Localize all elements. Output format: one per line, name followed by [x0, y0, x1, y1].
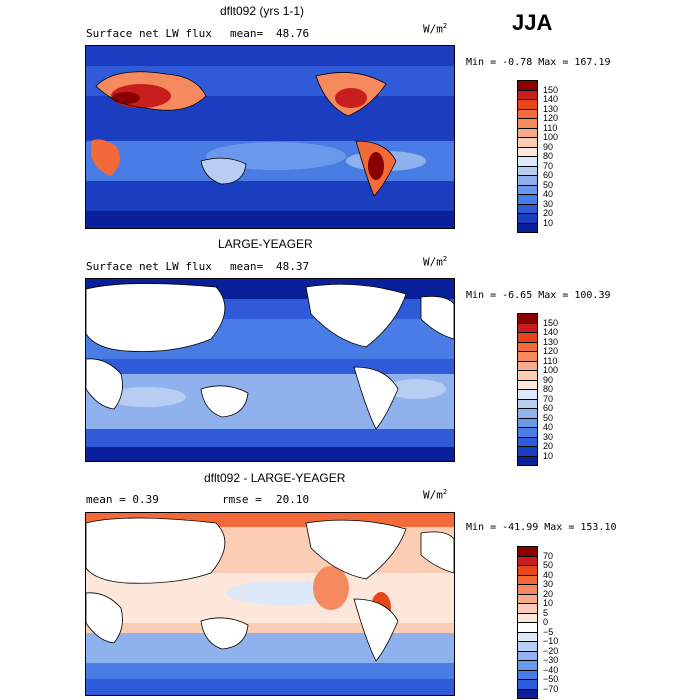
colorbar-level-label: 70 [543, 160, 554, 171]
colorbar-level-label: 40 [543, 422, 554, 432]
colorbar-level-label: −50 [543, 674, 559, 684]
colorbar-swatch [517, 222, 538, 233]
panel-2-map [85, 278, 455, 462]
panel-2-stat-label: mean= [230, 260, 264, 273]
panel-2-stat-value: 48.37 [276, 260, 310, 273]
colorbar-level-label: 60 [543, 403, 554, 413]
panel-1-title: dflt092 (yrs 1-1) [220, 4, 305, 18]
colorbar-level-label: 110 [543, 122, 558, 133]
colorbar-level-label: 20 [543, 441, 554, 451]
panel-3-units: W/m2 [423, 488, 448, 502]
colorbar-level-label: 30 [543, 431, 554, 442]
panel-3-map [85, 512, 455, 696]
colorbar-level-label: 140 [543, 327, 559, 337]
panel-1-units: W/m2 [423, 22, 448, 36]
panel-1-stat-value: 48.76 [276, 27, 310, 40]
colorbar-level-label: 40 [543, 189, 554, 199]
colorbar-level-label: 20 [543, 588, 554, 599]
colorbar-level-label: 60 [543, 170, 554, 180]
colorbar-level-label: 50 [543, 560, 554, 570]
colorbar-level-label: 150 [543, 84, 559, 95]
colorbar-swatch [517, 688, 538, 699]
colorbar-level-label: 70 [543, 550, 554, 561]
colorbar-level-label: 100 [543, 132, 559, 142]
panel-3-minmax: Min = -41.99 Max = 153.10 [466, 522, 617, 533]
colorbar-level-label: 150 [543, 317, 559, 328]
panel-2-title: LARGE-YEAGER [218, 237, 313, 251]
colorbar-level-label: 80 [543, 384, 554, 394]
season-label: JJA [512, 10, 553, 35]
colorbar-level-label: −5 [543, 626, 554, 637]
panel-1-map [85, 45, 455, 229]
panel-1-stat-label: mean= [230, 27, 264, 40]
colorbar-level-label: 100 [543, 365, 559, 375]
colorbar-level-label: 120 [543, 346, 559, 356]
colorbar-swatch [517, 455, 538, 466]
colorbar-level-label: 90 [543, 374, 554, 385]
colorbar-level-label: 110 [543, 355, 558, 366]
colorbar-level-label: 30 [543, 579, 554, 589]
colorbar-level-label: −20 [543, 645, 559, 656]
colorbar-level-label: 40 [543, 569, 554, 580]
colorbar-level-label: 50 [543, 412, 554, 423]
colorbar-level-label: 5 [543, 607, 549, 618]
colorbar-level-label: 90 [543, 141, 554, 152]
colorbar-level-label: −30 [543, 655, 559, 665]
colorbar-level-label: 10 [543, 217, 554, 228]
panel-1-minmax: Min = -0.78 Max = 167.19 [466, 57, 611, 68]
panel-2-minmax: Min = -6.65 Max = 100.39 [466, 290, 611, 301]
colorbar-level-label: −70 [543, 683, 559, 694]
panel-3-field-label: mean = 0.39 [86, 493, 159, 506]
colorbar-level-label: 30 [543, 198, 554, 209]
panel-1-field-label: Surface net LW flux [86, 27, 212, 40]
colorbar-level-label: 130 [543, 103, 559, 114]
colorbar-level-label: 140 [543, 94, 559, 104]
panel-3-title: dflt092 - LARGE-YEAGER [204, 471, 346, 485]
colorbar-level-label: 0 [543, 617, 549, 627]
panel-3-stat-label: rmse = [222, 493, 262, 506]
panel-3-stat-value: 20.10 [276, 493, 310, 506]
colorbar-level-label: 10 [543, 450, 554, 461]
colorbar-level-label: 130 [543, 336, 559, 347]
colorbar-level-label: 10 [543, 598, 554, 608]
panel-2-units: W/m2 [423, 255, 448, 269]
colorbar-level-label: −40 [543, 664, 559, 675]
colorbar-level-label: 120 [543, 113, 559, 123]
colorbar-level-label: 70 [543, 393, 554, 404]
colorbar-level-label: 50 [543, 179, 554, 190]
panel-2-field-label: Surface net LW flux [86, 260, 212, 273]
colorbar-level-label: 80 [543, 151, 554, 161]
colorbar-level-label: −10 [543, 636, 559, 646]
colorbar-level-label: 20 [543, 208, 554, 218]
